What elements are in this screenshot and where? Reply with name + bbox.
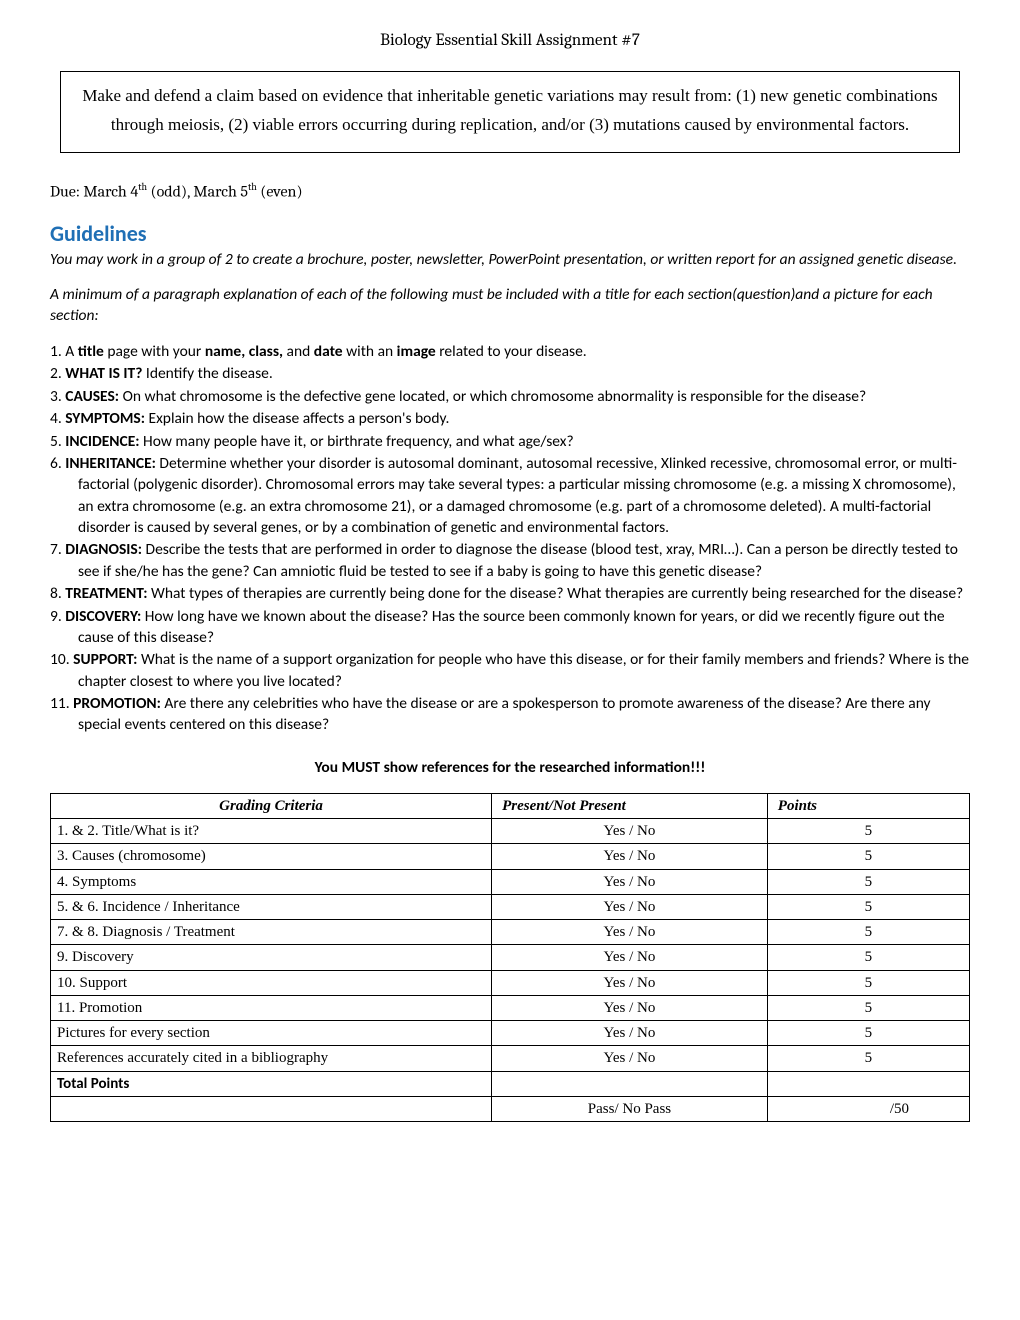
list-item: INCIDENCE: How many people have it, or b… [50,431,970,452]
list-item: A title page with your name, class, and … [50,341,970,362]
requirements-list: A title page with your name, class, and … [50,341,970,736]
table-row: References accurately cited in a bibliog… [51,1046,970,1071]
criteria-cell: 11. Promotion [51,995,492,1020]
criteria-cell: 3. Causes (chromosome) [51,844,492,869]
points-cell: 5 [767,869,969,894]
document-title: Biology Essential Skill Assignment #7 [50,30,970,53]
points-cell: 5 [767,1046,969,1071]
list-item: WHAT IS IT? Identify the disease. [50,363,970,384]
references-note: You MUST show references for the researc… [50,758,970,779]
table-row: 3. Causes (chromosome)Yes / No5 [51,844,970,869]
total-points [767,1071,969,1096]
pass-label: Pass/ No Pass [492,1096,768,1121]
due-suffix: (even) [257,182,303,200]
table-row: 9. DiscoveryYes / No5 [51,945,970,970]
points-cell: 5 [767,995,969,1020]
grading-rubric-table: Grading Criteria Present/Not Present Poi… [50,793,970,1122]
total-row: Total Points [51,1071,970,1096]
points-cell: 5 [767,1021,969,1046]
table-row: 11. PromotionYes / No5 [51,995,970,1020]
total-present [492,1071,768,1096]
col-points: Points [767,793,969,818]
criteria-cell: References accurately cited in a bibliog… [51,1046,492,1071]
criteria-cell: 7. & 8. Diagnosis / Treatment [51,920,492,945]
table-row: 7. & 8. Diagnosis / TreatmentYes / No5 [51,920,970,945]
present-cell: Yes / No [492,995,768,1020]
points-cell: 5 [767,920,969,945]
present-cell: Yes / No [492,1021,768,1046]
criteria-cell: 9. Discovery [51,945,492,970]
list-item: PROMOTION: Are there any celebrities who… [50,693,970,736]
table-row: 1. & 2. Title/What is it?Yes / No5 [51,819,970,844]
points-cell: 5 [767,819,969,844]
total-label: Total Points [51,1071,492,1096]
col-criteria: Grading Criteria [51,793,492,818]
list-item: SUPPORT: What is the name of a support o… [50,649,970,692]
present-cell: Yes / No [492,1046,768,1071]
col-present: Present/Not Present [492,793,768,818]
pass-row: Pass/ No Pass/50 [51,1096,970,1121]
present-cell: Yes / No [492,945,768,970]
present-cell: Yes / No [492,970,768,995]
criteria-cell: Pictures for every section [51,1021,492,1046]
due-mid: (odd), March 5 [147,182,248,200]
due-date: Due: March 4th (odd), March 5th (even) [50,181,970,203]
list-item: CAUSES: On what chromosome is the defect… [50,386,970,407]
points-cell: 5 [767,844,969,869]
due-sup2: th [248,181,257,193]
intro-paragraph-1: You may work in a group of 2 to create a… [50,250,970,271]
table-row: 4. SymptomsYes / No5 [51,869,970,894]
present-cell: Yes / No [492,844,768,869]
present-cell: Yes / No [492,920,768,945]
present-cell: Yes / No [492,869,768,894]
pass-points: /50 [767,1096,969,1121]
present-cell: Yes / No [492,894,768,919]
criteria-cell: 5. & 6. Incidence / Inheritance [51,894,492,919]
intro-paragraph-2: A minimum of a paragraph explanation of … [50,285,970,327]
table-row: 5. & 6. Incidence / InheritanceYes / No5 [51,894,970,919]
guidelines-heading: Guidelines [50,219,970,249]
criteria-cell: 4. Symptoms [51,869,492,894]
points-cell: 5 [767,945,969,970]
present-cell: Yes / No [492,819,768,844]
table-header-row: Grading Criteria Present/Not Present Poi… [51,793,970,818]
criteria-cell: 1. & 2. Title/What is it? [51,819,492,844]
points-cell: 5 [767,970,969,995]
list-item: INHERITANCE: Determine whether your diso… [50,453,970,539]
list-item: TREATMENT: What types of therapies are c… [50,583,970,604]
due-prefix: Due: March 4 [50,182,138,200]
table-row: Pictures for every sectionYes / No5 [51,1021,970,1046]
pass-blank [51,1096,492,1121]
due-sup1: th [138,181,147,193]
list-item: SYMPTOMS: Explain how the disease affect… [50,408,970,429]
list-item: DIAGNOSIS: Describe the tests that are p… [50,539,970,582]
table-row: 10. SupportYes / No5 [51,970,970,995]
claim-box: Make and defend a claim based on evidenc… [60,71,960,153]
list-item: DISCOVERY: How long have we known about … [50,606,970,649]
points-cell: 5 [767,894,969,919]
criteria-cell: 10. Support [51,970,492,995]
